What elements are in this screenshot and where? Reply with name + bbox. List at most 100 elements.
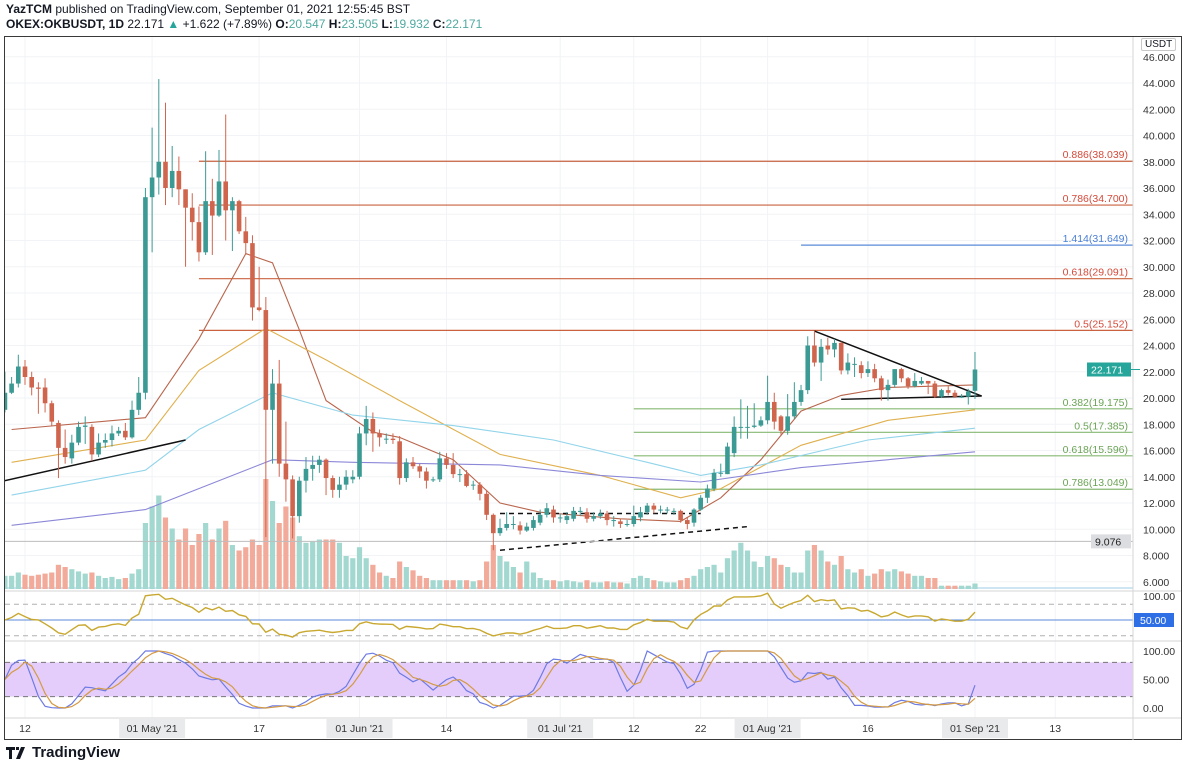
volume-bar [417,575,423,589]
candle [350,470,356,484]
fib-level-label: 0.786(13.049) [1063,477,1128,489]
candle-body [9,383,14,393]
volume-bar [530,572,537,589]
candle [959,394,964,398]
candle [751,403,757,429]
candle [872,363,877,383]
candle-body [511,524,516,525]
volume-bar [437,580,443,589]
candle-body [598,513,603,517]
candle [905,377,911,389]
candle [310,455,315,481]
candle [62,429,68,464]
candle [644,503,650,515]
volume-bar [343,556,349,589]
brand-name: TradingView [32,744,121,761]
candle [317,455,322,473]
volume-bar [611,582,617,589]
candle [758,416,764,427]
candle [725,442,730,475]
candle-body [357,433,362,477]
volume-bar [771,558,777,589]
volume-bar [858,569,864,589]
candle-body [210,201,215,216]
candle [129,400,135,439]
volume-bar [972,583,978,589]
volume-bar [691,575,697,589]
x-tick-label: 22 [695,723,707,735]
candle [584,508,590,523]
volume-bar [738,542,744,589]
candle [858,361,864,379]
candle [377,429,382,447]
candle-body [664,509,670,511]
candle [939,388,944,398]
candle-body [230,201,235,211]
close-value: 22.171 [445,17,483,31]
candle-body [564,516,570,521]
candle [698,495,703,511]
candle-body [865,369,871,374]
candle-body [56,422,61,448]
fib-level-label: 1.414(31.649) [1063,233,1128,245]
candle [250,235,255,321]
x-tick-highlight [326,719,393,738]
moving-average-line [11,327,976,499]
fib-levels[interactable]: 0.886(38.039) 0.786(34.700) 1.414(31.649) 0… [198,149,1133,490]
trendline[interactable] [841,395,982,401]
candle [256,266,262,312]
candle-body [310,464,315,469]
candle [879,375,884,401]
volume-bar [932,578,938,589]
candle-body [825,345,831,350]
volume-bar [182,528,189,589]
axes[interactable]: 6.000 8.000 10.000 12.000 14.000 16.000 18.000… [5,37,1181,740]
volume-bar [698,569,704,589]
candle [42,378,48,413]
candle-body [477,484,483,494]
author-name[interactable]: YazTCM [6,2,53,16]
volume-bar [236,550,242,589]
volume-bar [731,550,737,589]
volume-bar [136,569,142,589]
y-tick-label: 14.000 [1143,472,1175,484]
candle [230,197,235,251]
candle-body [892,369,897,385]
volume-bar [9,575,15,589]
candle [678,509,683,523]
candle-body [484,493,489,515]
grid [5,37,1133,718]
candle [196,206,202,262]
fib-level-label: 0.382(19.175) [1063,397,1128,409]
candle [410,457,416,469]
x-tick-label: 12 [19,723,31,735]
volume-bar [256,545,262,589]
volume-bar [631,578,637,589]
candle [296,476,302,523]
candle [236,199,242,234]
x-tick-highlight [734,719,801,738]
y-tick-label: 42.000 [1143,104,1175,116]
volume-bar [22,574,28,589]
candle-body [377,433,382,438]
candle-body [303,468,309,481]
tradingview-logo[interactable]: TradingView [6,744,120,761]
currency-label[interactable]: USDT [1141,38,1177,51]
y-tick-label: 34.000 [1143,209,1175,221]
candle [143,188,148,400]
volume-bar [952,585,958,589]
candle [591,512,596,522]
trendline[interactable] [5,439,186,482]
volume-bar [189,545,195,589]
trendline[interactable] [499,525,748,551]
candle [323,458,329,496]
volume-bar [764,556,771,589]
volume-bar [490,545,496,589]
candle-body [337,484,342,490]
x-tick-highlight [119,719,186,738]
candle [484,489,489,521]
volume-bar [811,545,818,589]
candle-body [296,480,302,517]
trendline[interactable] [814,330,982,397]
